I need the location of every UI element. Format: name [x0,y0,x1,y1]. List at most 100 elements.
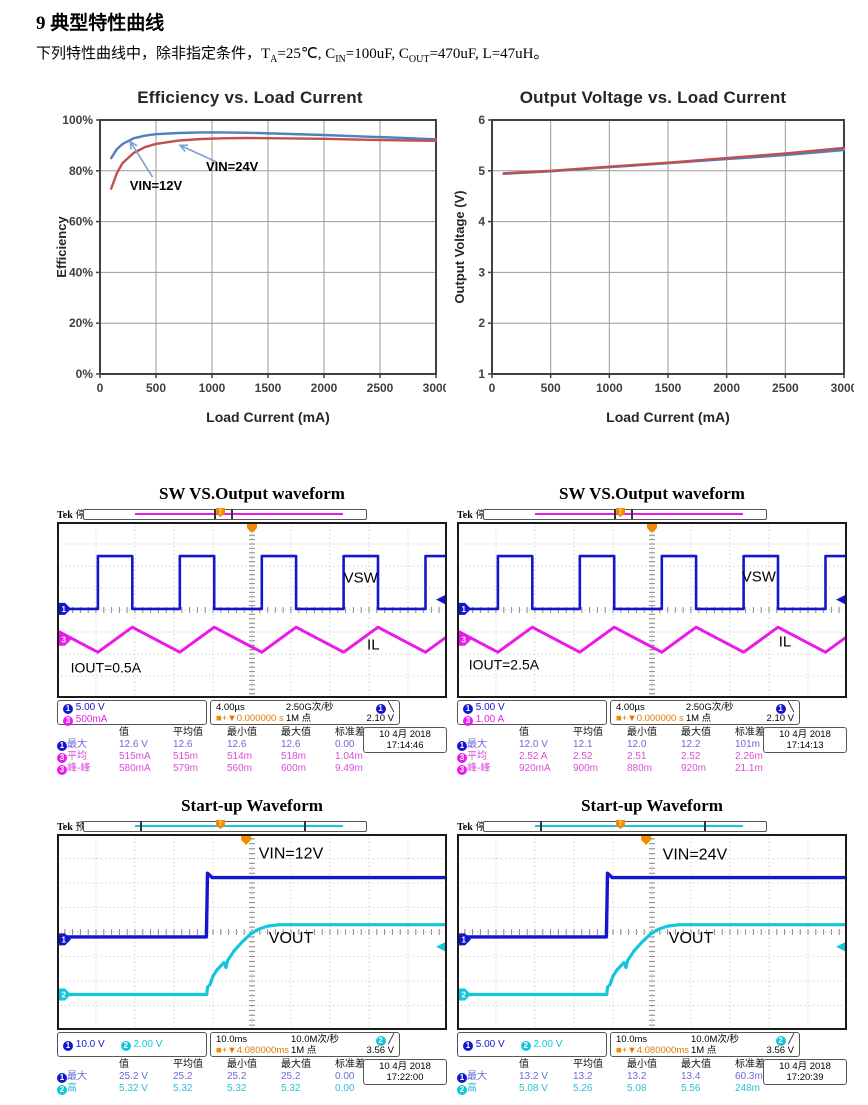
svg-text:3: 3 [462,636,467,645]
meas-value: 12.2 [681,738,701,750]
date: 10 4月 2018 [379,729,431,740]
meas-value: 12.6 [281,738,301,750]
timebase-scale: 10.0ms [616,1034,648,1045]
svg-text:5: 5 [478,164,485,178]
horizontal-offset: ■+▼0.000000 s [216,713,284,724]
channel-scale-readout: 2 2.00 V [120,1039,162,1051]
date-time-stamp: 10 4月 2018 17:14:13 [763,727,847,753]
scope-title: SW VS.Output waveform [559,484,745,503]
waveform-label: IL [367,637,380,654]
waveform-label: VSW [344,570,379,587]
waveform-label: VIN=12V [259,846,324,863]
channel-ground-marker: 1 [458,602,471,615]
meas-value: 12.0 [627,738,647,750]
meas-value: 2.52 A [519,750,548,762]
channel-ground-marker: 3 [58,633,71,646]
sample-rate: 10.0M次/秒 [691,1034,740,1045]
horizontal-offset: ■+▼4.080000ms [616,1045,689,1056]
svg-text:2: 2 [62,990,67,999]
timebase-scale: 10.0ms [216,1034,248,1045]
svg-text:1500: 1500 [255,381,282,395]
svg-text:40%: 40% [69,265,93,279]
series-VIN=12V [110,131,438,160]
record-length: 1M 点 [285,713,312,724]
channel-1-badge: 1 [63,1040,73,1051]
trigger-level-marker [436,941,446,952]
scope-readouts: 1 10.0 V 2 2.00 V 10.0ms 10.0M次/秒 2 ╱ ■+▼… [57,1032,447,1095]
trigger-source: 1 ╲ [347,702,394,714]
scope-sw-waveform-2p5a: SW VS.Output waveform Tek 停止 T VSW IL IOUT… [457,484,848,775]
meas-row-label: 3 峰-峰 [457,763,519,775]
channel-1-badge: 1 [57,740,67,751]
svg-text:2000: 2000 [713,381,740,395]
meas-value: 0.00 [335,738,355,750]
scope-display: VSW IL IOUT=0.5A 1 3 [57,522,448,698]
svg-text:2: 2 [478,316,485,330]
scope-status-bar: Tek 预览 T [57,818,447,834]
scope-status-bar: Tek 停止 T [457,818,847,834]
horizontal-offset: ■+▼4.080000ms [216,1045,289,1056]
measurement-table: 值 平均值 最小值 最大值 标准差 1 最大 25.2 V 25.2 25.2 25.2 0.00 2… [57,1059,447,1095]
meas-row-label: 1 最大 [57,1071,119,1083]
preview-trace [134,825,344,827]
trigger-source: 2 ╱ [749,1034,794,1046]
meas-value: 560m [227,762,253,774]
conditions-segment: A [270,54,278,65]
meas-value: 2.52 [573,750,593,762]
scope-graticule: VIN=12V VOUT 1 2 [57,834,448,1030]
channel-ground-marker: 1 [58,602,71,615]
graticule-grid [57,834,448,1030]
svg-text:3: 3 [478,265,485,279]
scope-readouts: 1 5.00 V 2 2.00 V 10.0ms 10.0M次/秒 2 ╱ ■+▼… [457,1032,847,1095]
chart-title: Efficiency vs. Load Current [137,88,363,107]
date-time-stamp: 10 4月 2018 17:14:46 [363,727,447,753]
channel-scale-readout: 3 1.00 A [463,714,601,726]
channel-scale-readout: 2 2.00 V [520,1039,562,1051]
channel-3-badge: 3 [457,752,467,763]
time: 17:14:46 [386,740,424,751]
channel-3-badge: 3 [63,716,73,726]
meas-value: 600m [281,762,307,774]
trigger-position-flag: T [215,508,225,517]
measurement-table: 值 平均值 最小值 最大值 标准差 1 最大 12.0 V 12.1 12.0 12.2 101m 3… [457,727,847,775]
conditions-segment: =470uF, L=47uH。 [429,46,549,62]
preview-trace [534,825,744,827]
meas-value: 920mA [519,762,551,774]
waveform-switch-node [457,554,847,611]
scope-display: VIN=24V VOUT 1 2 [457,834,848,1030]
meas-value: 25.2 [227,1070,247,1082]
meas-value: 5.56 [681,1082,701,1094]
scope-graticule: VIN=24V VOUT 1 2 [457,834,848,1030]
waveform-vout [457,923,847,997]
channel-1-badge: 1 [775,704,786,714]
scope-sw-waveform-0p5a: SW VS.Output waveform Tek 停止 T VSW IL IOUT… [57,484,448,775]
scope-display: VIN=12V VOUT 1 2 [57,834,448,1030]
svg-text:1000: 1000 [199,381,226,395]
y-axis-label: Efficiency [54,216,69,278]
scope-title: Start-up Waveform [581,796,723,815]
meas-header: 标准差 [735,727,765,738]
tek-logo: Tek [457,510,473,521]
meas-row-label: 1 最大 [457,739,519,751]
meas-value: 25.2 V [119,1070,148,1082]
trigger-position-flag: T [615,820,625,829]
channel-3-badge: 3 [463,716,473,726]
meas-value: 12.6 V [119,738,148,750]
waveforms [457,871,847,997]
meas-value: 514m [227,750,253,762]
svg-text:1000: 1000 [596,381,623,395]
meas-value: 5.32 [227,1082,247,1094]
meas-header: 标准差 [335,727,365,738]
meas-header: 最大值 [281,727,311,738]
meas-value: 0.00 [335,1070,355,1082]
channel-1-badge: 1 [463,704,473,714]
svg-text:T: T [618,509,622,516]
meas-value: 12.6 [173,738,193,750]
preview-trace [534,513,744,515]
channel-2-badge: 2 [120,1040,131,1051]
trigger-level-marker [836,594,846,605]
svg-text:1: 1 [478,367,485,381]
